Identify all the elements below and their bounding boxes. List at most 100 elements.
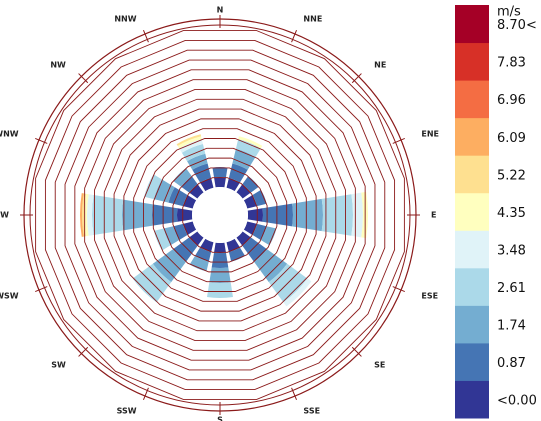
grid-ring	[113, 108, 327, 322]
legend-swatch	[455, 342, 489, 381]
bar-segment	[252, 189, 267, 207]
direction-tick	[291, 387, 297, 400]
bar-segment	[212, 167, 228, 178]
bar-segment	[80, 193, 84, 237]
bar-segment	[189, 255, 209, 272]
direction-label: ESE	[421, 292, 438, 301]
direction-tick	[143, 30, 149, 43]
legend-label: 5.22	[497, 168, 526, 183]
direction-label: S	[217, 416, 223, 421]
bar-segment	[252, 223, 267, 241]
grid	[35, 30, 405, 400]
bar-segment	[152, 204, 178, 226]
bar-segment	[236, 184, 251, 199]
legend-swatch	[455, 5, 489, 44]
bar-segment	[163, 226, 180, 246]
bar-segment	[173, 223, 188, 241]
bar-segment	[232, 148, 256, 170]
grid-ring	[162, 157, 278, 273]
legend-swatch	[455, 155, 489, 194]
direction-tick	[35, 286, 48, 292]
direction-label: NW	[50, 61, 66, 70]
bar-segment	[192, 163, 212, 183]
direction-tick	[351, 73, 362, 84]
bar-segment	[292, 198, 323, 232]
legend-label: 1.74	[497, 319, 526, 334]
bar-segment	[144, 174, 163, 200]
bar-segment	[87, 194, 94, 236]
bar-segment	[92, 194, 124, 236]
bar-segment	[153, 179, 175, 203]
bar-segment	[121, 199, 153, 231]
bars	[80, 134, 369, 307]
direction-label: ENE	[421, 129, 439, 138]
bar-segment	[179, 139, 203, 153]
bar-segment	[283, 278, 312, 307]
bar-segment	[214, 177, 226, 188]
direction-label: N	[217, 6, 224, 15]
center-hole	[192, 187, 248, 243]
bar-segment	[177, 136, 202, 149]
legend: <0.00 0.87 1.74 2.61 3.48 4.35 5.22 6.09 6.96 7.8…	[455, 5, 537, 419]
bar-segment	[152, 249, 186, 283]
legend-label: 3.48	[497, 243, 526, 258]
legend-label: <0.00	[497, 394, 537, 409]
direction-label: NNE	[303, 15, 322, 24]
legend-label: 4.35	[497, 206, 526, 221]
bar-segment	[242, 237, 267, 262]
legend-swatch	[455, 305, 489, 344]
bar-segment	[236, 231, 251, 246]
bar-segment	[228, 247, 246, 262]
grid-ring	[35, 30, 405, 400]
bar-segment	[189, 184, 204, 199]
legend-title: m/s	[497, 5, 521, 20]
bar-segment	[168, 187, 188, 207]
direction-tick	[291, 30, 297, 43]
direction-label: WNW	[0, 129, 19, 138]
grid-ring	[133, 128, 307, 302]
direction-tick	[392, 138, 405, 144]
grid-ring	[143, 138, 297, 292]
legend-label: 8.70<	[497, 18, 537, 33]
direction-label: W	[0, 211, 9, 220]
legend-swatch	[455, 80, 489, 119]
bar-segment	[254, 249, 288, 283]
direction-label: SSE	[303, 406, 320, 415]
grid-ring	[84, 79, 356, 351]
direction-label: NNW	[114, 15, 136, 24]
directions: N NNE NE ENE E ESE SE SSE S SSW SW WSW W WNW NW NNW	[0, 6, 439, 421]
bar-segment	[84, 193, 89, 237]
bar-segment	[181, 144, 206, 162]
direction-label: NE	[374, 61, 386, 70]
bar-segment	[173, 168, 192, 187]
direction-label: WSW	[0, 292, 19, 301]
bar-segment	[153, 228, 171, 251]
legend-swatch	[455, 267, 489, 306]
grid-ring	[64, 59, 376, 371]
grid-ring	[74, 69, 366, 361]
bar-segment	[351, 192, 363, 238]
bar-segment	[235, 139, 261, 158]
bar-segment	[173, 237, 198, 262]
legend-swatch	[455, 380, 489, 419]
legend-swatch	[455, 42, 489, 81]
grid-ring	[182, 177, 258, 253]
direction-tick	[35, 138, 48, 144]
bar-segment	[214, 242, 226, 253]
direction-tick	[143, 387, 149, 400]
direction-tick	[392, 286, 405, 292]
legend-swatch	[455, 230, 489, 269]
bar-segment	[262, 203, 293, 227]
grid-ring	[94, 89, 346, 341]
bar-segment	[194, 247, 212, 262]
bar-segment	[209, 267, 231, 283]
grid-ring	[123, 118, 317, 312]
legend-label: 7.83	[497, 56, 526, 71]
direction-tick	[78, 346, 89, 357]
bar-segment	[228, 163, 248, 183]
grid-ring	[172, 167, 268, 263]
bar-segment	[247, 208, 264, 222]
grid-ring	[103, 98, 337, 332]
legend-swatch	[455, 192, 489, 231]
bar-segment	[181, 176, 198, 193]
